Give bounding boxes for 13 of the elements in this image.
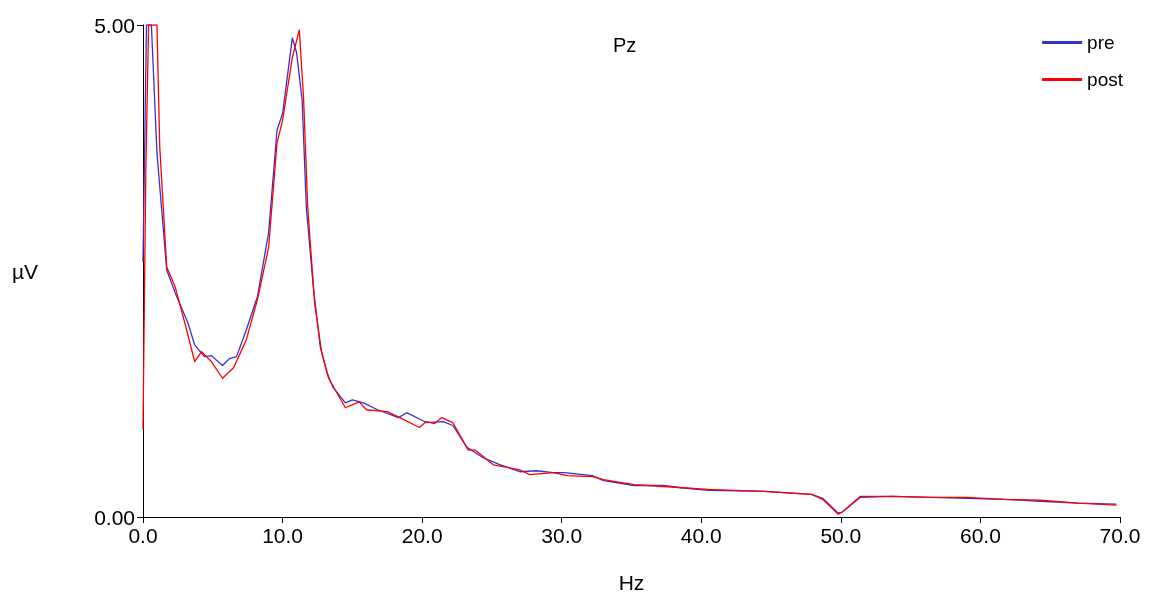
y-axis-title: µV	[11, 259, 38, 283]
x-axis-title: Hz	[618, 571, 645, 594]
y-tick-label: 5.00	[94, 13, 135, 37]
x-tick-label: 20.0	[401, 524, 443, 547]
x-tick-label: 70.0	[1099, 524, 1141, 547]
x-tick-label: 10.0	[262, 524, 304, 547]
chart-title: Pz	[613, 34, 637, 56]
x-tick-label: 40.0	[680, 524, 722, 547]
legend-label: post	[1087, 69, 1124, 90]
legend-label: pre	[1087, 32, 1115, 53]
x-tick-label: 50.0	[820, 524, 862, 547]
x-tick-label: 60.0	[959, 524, 1001, 547]
x-tick-label: 30.0	[541, 524, 583, 547]
